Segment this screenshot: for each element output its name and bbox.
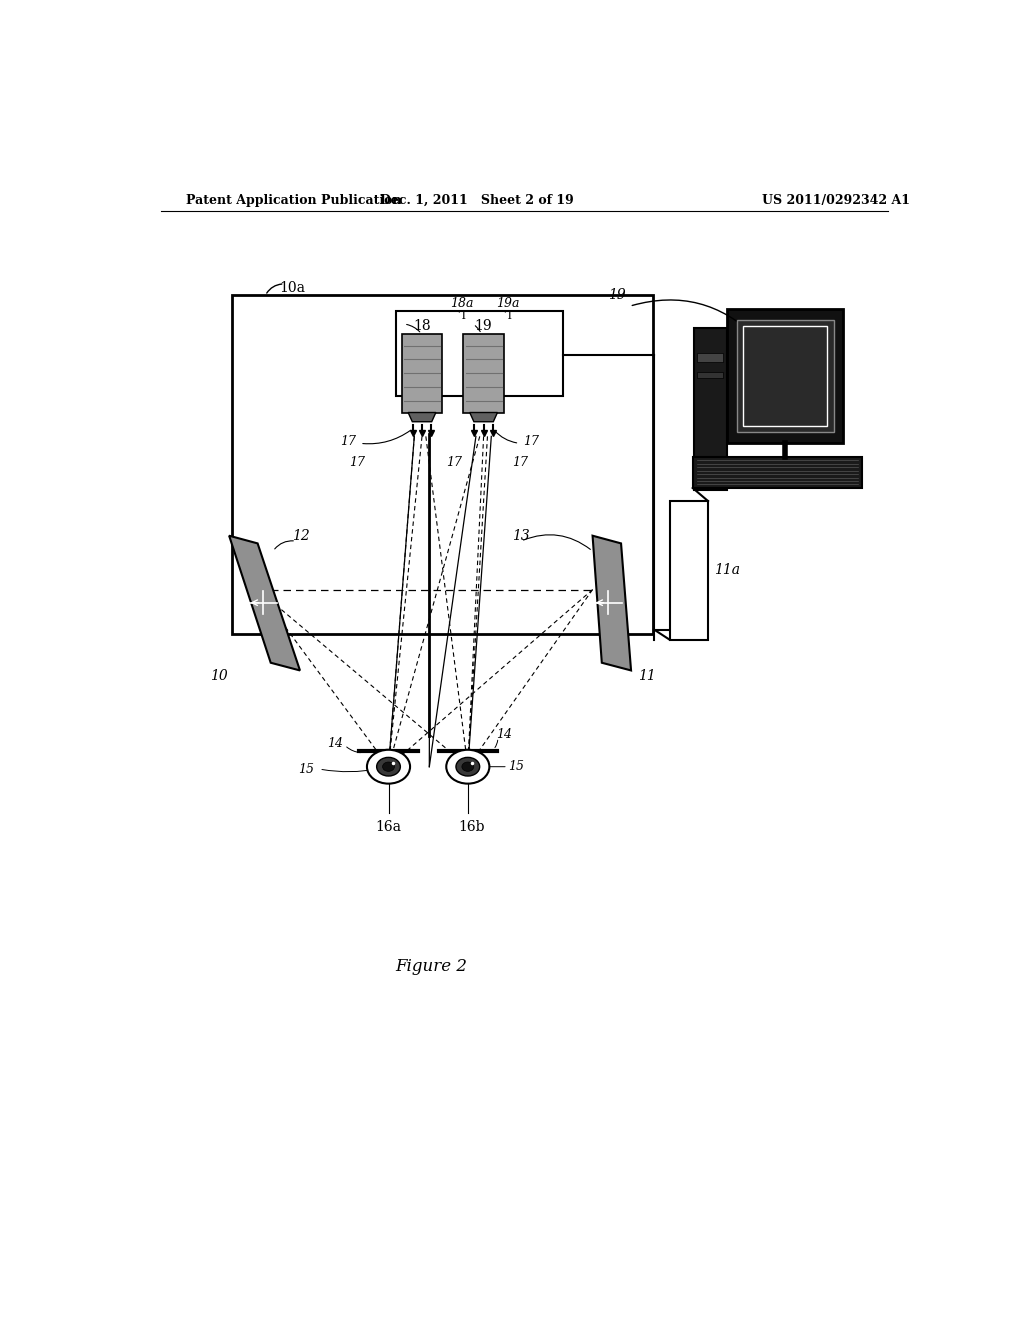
Bar: [697, 372, 724, 378]
Text: Figure 2: Figure 2: [395, 958, 467, 975]
Text: 17: 17: [523, 436, 540, 449]
Text: 17: 17: [446, 455, 462, 469]
Text: 11: 11: [638, 669, 655, 682]
Polygon shape: [229, 536, 300, 671]
Bar: [670, 502, 708, 640]
Text: 18: 18: [414, 319, 431, 333]
Text: 19: 19: [475, 319, 493, 333]
Bar: [463, 334, 504, 412]
Text: 15: 15: [508, 760, 524, 774]
Bar: [401, 334, 442, 412]
Text: 17: 17: [349, 455, 366, 469]
Bar: [742, 326, 827, 425]
Bar: [727, 309, 843, 444]
Ellipse shape: [446, 750, 489, 784]
Text: 11a: 11a: [714, 564, 740, 577]
Text: 19: 19: [608, 289, 626, 302]
Ellipse shape: [383, 762, 394, 771]
Bar: [697, 354, 724, 363]
Text: L: L: [458, 308, 465, 317]
Text: 10a: 10a: [280, 281, 305, 294]
Polygon shape: [470, 412, 498, 422]
Polygon shape: [409, 412, 436, 422]
Text: L: L: [504, 308, 512, 317]
Text: 15: 15: [298, 763, 314, 776]
Bar: [694, 327, 727, 490]
Ellipse shape: [462, 762, 474, 771]
Text: 16b: 16b: [459, 820, 485, 834]
Text: 12: 12: [292, 529, 310, 543]
Text: 14: 14: [497, 727, 512, 741]
Text: 18a: 18a: [450, 297, 473, 310]
Text: 19a: 19a: [496, 297, 519, 310]
Text: 17: 17: [340, 436, 356, 449]
Text: US 2011/0292342 A1: US 2011/0292342 A1: [762, 194, 910, 207]
Bar: [232, 296, 652, 635]
Ellipse shape: [367, 750, 410, 784]
Polygon shape: [593, 536, 631, 671]
Text: 16a: 16a: [376, 820, 401, 834]
Bar: [736, 321, 834, 432]
Ellipse shape: [377, 758, 400, 776]
Text: 10: 10: [210, 669, 228, 682]
Text: 13: 13: [512, 529, 529, 543]
Text: 17: 17: [512, 455, 527, 469]
Ellipse shape: [456, 758, 479, 776]
Bar: [396, 312, 563, 396]
Text: Dec. 1, 2011   Sheet 2 of 19: Dec. 1, 2011 Sheet 2 of 19: [380, 194, 573, 207]
Text: Patent Application Publication: Patent Application Publication: [186, 194, 401, 207]
Text: 14: 14: [327, 737, 343, 750]
Bar: [692, 457, 862, 488]
